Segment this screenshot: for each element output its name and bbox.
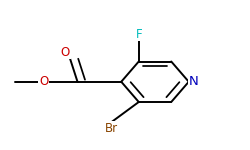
Text: N: N [189, 75, 198, 88]
Text: F: F [136, 27, 142, 40]
Text: O: O [39, 75, 48, 88]
Text: Br: Br [105, 122, 118, 135]
Text: O: O [61, 45, 70, 58]
